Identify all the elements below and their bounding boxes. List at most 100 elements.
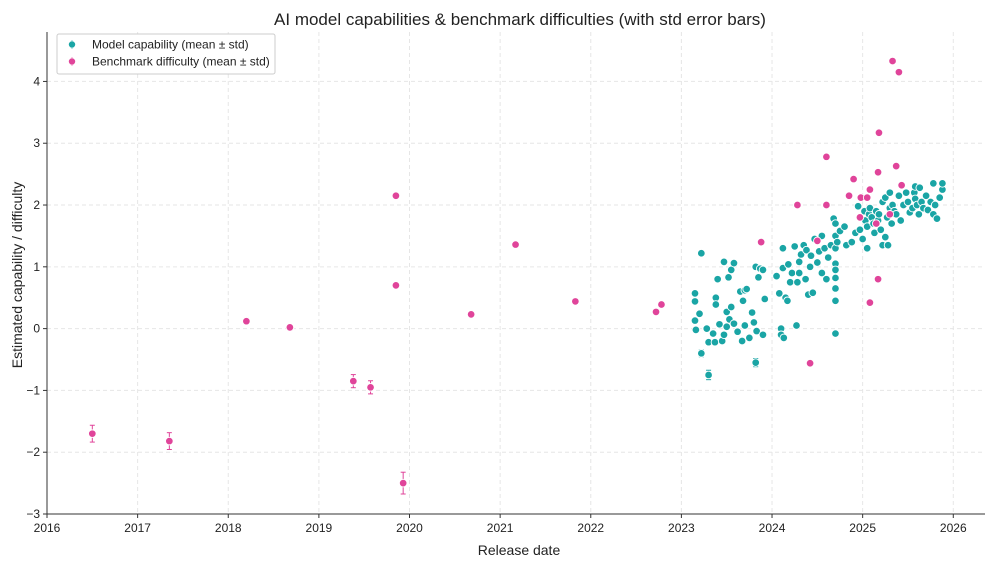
data-point [349, 376, 358, 386]
grid-lines [46, 32, 985, 515]
data-point [742, 284, 751, 294]
data-point [756, 237, 766, 247]
data-point [719, 330, 729, 340]
data-point [738, 296, 748, 306]
y-tick-label: 3 [33, 136, 40, 150]
legend-label-model: Model capability (mean ± std) [92, 38, 249, 52]
x-tick-label: 2017 [124, 521, 151, 535]
data-point [729, 319, 739, 328]
data-point [697, 349, 706, 358]
data-point [715, 320, 724, 329]
data-point [858, 234, 867, 244]
data-point [690, 297, 700, 306]
data-point [885, 188, 895, 197]
data-point [702, 324, 712, 333]
x-tick-label: 2022 [577, 521, 604, 535]
data-point [391, 281, 401, 290]
data-point [793, 200, 802, 210]
x-tick-label: 2016 [34, 521, 61, 535]
data-point [745, 333, 754, 343]
data-point [873, 168, 883, 177]
data-point [938, 179, 947, 188]
data-point [865, 298, 875, 307]
data-point [871, 219, 881, 228]
data-point [813, 258, 822, 267]
data-point [751, 358, 760, 367]
data-point [758, 330, 768, 340]
y-tick-label: −3 [26, 507, 40, 521]
legend-label-benchmark: Benchmark difficulty (mean ± std) [92, 55, 270, 69]
data-point [740, 321, 750, 330]
data-point [855, 225, 865, 234]
data-point [844, 191, 854, 201]
data-point [831, 219, 840, 228]
y-tick-label: 1 [33, 260, 40, 274]
data-point [923, 205, 933, 215]
data-point [391, 191, 401, 201]
data-point [778, 244, 788, 253]
data-point [722, 322, 731, 332]
data-point [754, 273, 763, 282]
data-point [865, 185, 875, 194]
data-point [796, 250, 806, 259]
data-point [779, 333, 789, 343]
data-point [691, 325, 701, 335]
data-point [831, 296, 840, 306]
series-model-capability [690, 179, 947, 381]
data-point [862, 193, 872, 202]
y-tick-label: 4 [33, 74, 40, 88]
data-point [914, 210, 924, 219]
data-point [847, 237, 857, 247]
data-points [88, 56, 947, 495]
data-point [726, 302, 736, 312]
data-point [704, 370, 713, 380]
data-point [894, 67, 904, 77]
data-point [466, 310, 476, 319]
data-point [88, 429, 97, 438]
data-point [784, 260, 793, 269]
data-point [874, 128, 884, 137]
data-point [874, 210, 884, 219]
data-point [930, 200, 940, 210]
data-point [929, 179, 938, 188]
x-tick-label: 2018 [215, 521, 242, 535]
data-point [511, 240, 520, 249]
data-point [719, 257, 729, 267]
data-point [840, 222, 849, 231]
data-point [831, 284, 840, 293]
data-point [831, 265, 840, 275]
data-point [749, 318, 759, 327]
legend-marker-benchmark [68, 57, 77, 66]
data-point [737, 336, 747, 346]
data-point [876, 225, 886, 234]
legend-box [56, 33, 276, 75]
data-point [901, 188, 911, 197]
data-point [571, 297, 580, 306]
data-point [833, 237, 842, 247]
data-point [891, 161, 901, 171]
data-point [915, 183, 924, 192]
y-axis-title: Estimated capability / difficulty [9, 182, 25, 369]
x-tick-label: 2019 [306, 521, 333, 535]
x-axis-title: Release date [478, 542, 561, 558]
data-point [883, 240, 893, 250]
chart-title: AI model capabilities & benchmark diffic… [274, 10, 766, 29]
data-point [822, 274, 831, 284]
legend: Model capability (mean ± std) Benchmark … [56, 33, 276, 75]
data-point [802, 245, 811, 255]
data-point [733, 327, 742, 336]
data-point [165, 436, 174, 446]
data-point [855, 213, 865, 222]
y-tick-label: 0 [33, 322, 40, 336]
data-point [783, 296, 792, 306]
data-point [695, 309, 704, 319]
data-point [921, 191, 931, 201]
data-point [813, 236, 822, 246]
data-point [903, 197, 913, 207]
data-point [711, 300, 721, 309]
data-point [896, 216, 905, 225]
x-tick-label: 2026 [940, 521, 967, 535]
data-point [887, 219, 896, 228]
data-point [657, 300, 666, 309]
